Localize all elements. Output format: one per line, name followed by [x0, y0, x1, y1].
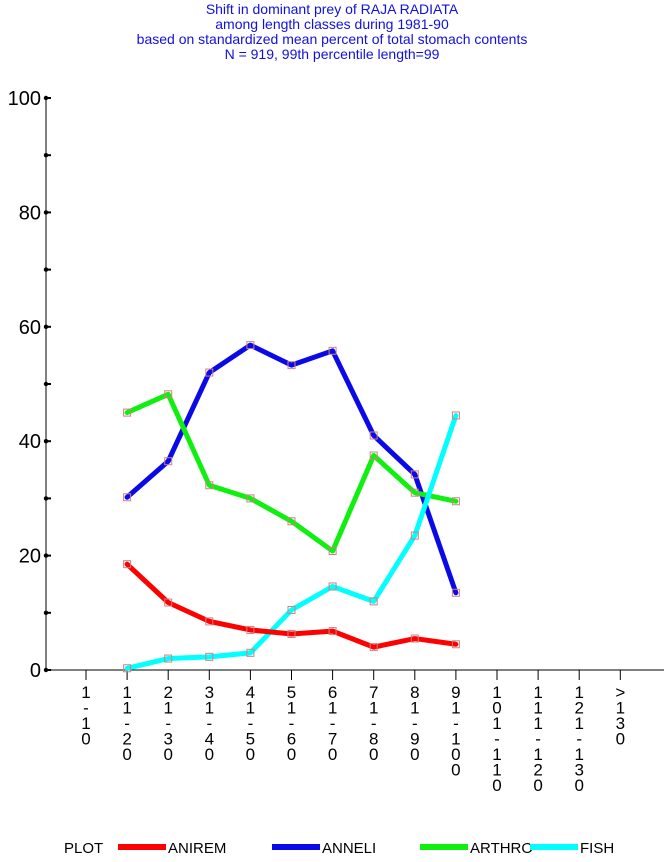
- data-point-anneli: [123, 493, 132, 502]
- legend-entry-anirem: ANIREM: [168, 840, 226, 857]
- series-line-arthro: [124, 391, 459, 554]
- data-point-arthro: [123, 408, 132, 417]
- title-line-1: Shift in dominant prey of RAJA RADIATA: [205, 1, 459, 17]
- x-tick-label: 3 1 -4 0: [205, 683, 214, 764]
- x-tick-label: 5 1 -6 0: [287, 683, 296, 764]
- data-point-fish: [369, 597, 378, 606]
- data-point-anneli: [205, 368, 214, 377]
- data-point-fish: [164, 654, 173, 663]
- y-tick-dot: [43, 553, 49, 558]
- data-point-anneli: [410, 470, 419, 479]
- y-tick-label: 20: [19, 546, 41, 568]
- data-point-fish: [451, 411, 460, 420]
- data-point-arthro: [410, 488, 419, 497]
- x-tick-label: 1 -1 0: [81, 683, 90, 749]
- y-tick-dot: [43, 95, 49, 101]
- x-tick-label: >1 3 0: [615, 683, 625, 749]
- data-point-fish: [246, 648, 255, 657]
- data-point-anirem: [123, 560, 132, 569]
- x-tick-label: 1 0 1 -1 1 0: [492, 683, 501, 795]
- data-point-fish: [328, 582, 337, 591]
- legend-label: PLOT: [64, 840, 103, 857]
- chart-title: Shift in dominant prey of RAJA RADIATA a…: [0, 2, 664, 62]
- data-point-arthro: [369, 451, 378, 460]
- data-point-anirem: [369, 643, 378, 652]
- y-tick-dot: [43, 153, 49, 158]
- x-tick-label: 4 1 -5 0: [246, 683, 255, 764]
- data-point-arthro: [451, 497, 460, 506]
- y-tick-dot: [43, 610, 49, 615]
- legend-entry-fish: FISH: [580, 840, 614, 857]
- series-line-anneli: [124, 342, 459, 596]
- title-line-3: based on standardized mean percent of to…: [136, 31, 528, 47]
- data-point-fish: [123, 664, 132, 673]
- y-tick-label: 40: [19, 431, 41, 453]
- y-tick-dot: [43, 210, 49, 215]
- data-point-arthro: [328, 547, 337, 556]
- legend-entry-arthro: ARTHRO: [470, 840, 533, 857]
- data-point-arthro: [164, 390, 173, 399]
- data-point-arthro: [287, 517, 296, 526]
- data-point-anneli: [287, 361, 296, 370]
- series-line-fish: [124, 412, 459, 671]
- data-point-anneli: [164, 457, 173, 466]
- data-point-anirem: [246, 625, 255, 634]
- title-line-2: among length classes during 1981-90: [215, 16, 449, 32]
- x-tick-label: 8 1 -9 0: [410, 683, 419, 764]
- y-tick-dot: [43, 267, 49, 272]
- y-tick-dot: [43, 667, 49, 673]
- data-point-anirem: [287, 629, 296, 638]
- data-point-anirem: [451, 640, 460, 649]
- data-point-anneli: [451, 588, 460, 597]
- data-point-fish: [205, 652, 214, 661]
- data-point-fish: [287, 605, 296, 614]
- x-tick-label: 1 1 1 -1 2 0: [533, 683, 542, 795]
- y-tick-dot: [43, 439, 49, 444]
- data-point-arthro: [246, 494, 255, 503]
- x-tick-label: 2 1 -3 0: [163, 683, 172, 764]
- data-point-anneli: [328, 346, 337, 355]
- legend-entry-anneli: ANNELI: [322, 840, 376, 857]
- data-point-anirem: [205, 617, 214, 626]
- y-tick-dot: [43, 324, 49, 329]
- data-point-anneli: [369, 431, 378, 440]
- title-line-4: N = 919, 99th percentile length=99: [224, 46, 440, 62]
- data-point-fish: [410, 531, 419, 540]
- x-tick-label: 1 1 -2 0: [122, 683, 131, 764]
- y-tick-dot: [43, 381, 49, 387]
- x-tick-label: 9 1 -1 0 0: [451, 683, 460, 780]
- data-point-arthro: [205, 481, 214, 490]
- y-tick-label: 100: [8, 88, 41, 110]
- y-tick-label: 60: [19, 317, 41, 339]
- data-point-anirem: [328, 627, 337, 636]
- x-tick-label: 1 2 1 -1 3 0: [574, 683, 583, 795]
- x-tick-label: 6 1 -7 0: [328, 683, 337, 764]
- data-point-anirem: [410, 634, 419, 643]
- data-point-anneli: [246, 341, 255, 350]
- x-tick-label: 7 1 -8 0: [369, 683, 378, 764]
- y-tick-dot: [43, 496, 49, 501]
- y-tick-label: 0: [30, 660, 41, 682]
- y-tick-label: 80: [19, 202, 41, 224]
- data-point-anirem: [164, 598, 173, 607]
- series-line-anirem: [124, 561, 459, 650]
